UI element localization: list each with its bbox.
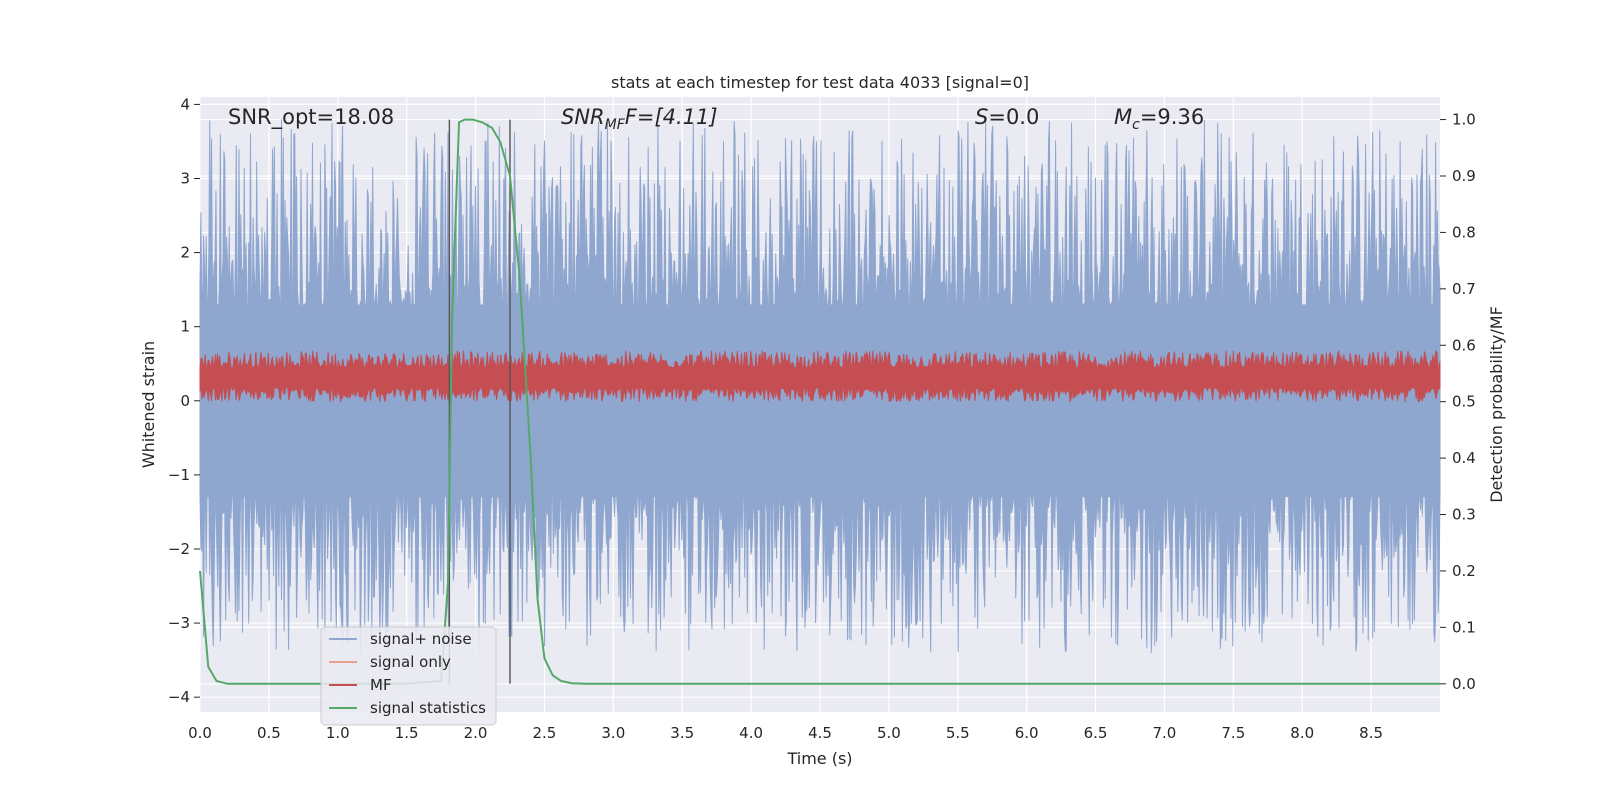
y-tick-label: 0 xyxy=(180,392,190,410)
mc-sub: c xyxy=(1132,117,1140,133)
x-tick-label: 3.0 xyxy=(601,724,625,742)
y2-tick-label: 0.2 xyxy=(1452,562,1476,580)
y2-tick-label: 0.1 xyxy=(1452,618,1476,636)
y2-tick-label: 0.5 xyxy=(1452,393,1476,411)
annotation-s: S=0.0 xyxy=(975,105,1039,129)
x-tick-label: 6.5 xyxy=(1084,724,1108,742)
legend-label: MF xyxy=(370,676,392,694)
y2-tick-label: 0.3 xyxy=(1452,506,1476,524)
s-value: =0.0 xyxy=(988,105,1039,129)
y2-tick-label: 0.8 xyxy=(1452,223,1476,241)
x-tick-label: 2.5 xyxy=(533,724,557,742)
signal-noise-core xyxy=(200,304,1440,498)
y-axis-label: Whitened strain xyxy=(139,341,158,468)
x-tick-label: 5.5 xyxy=(946,724,970,742)
y2-tick-label: 1.0 xyxy=(1452,111,1476,129)
y-tick-label: −3 xyxy=(168,614,190,632)
mc-main: M xyxy=(1114,105,1132,129)
y-tick-label: 2 xyxy=(180,244,190,262)
annotation-snr-mf: SNRMFF=[4.11] xyxy=(561,105,718,133)
x-tick-label: 2.0 xyxy=(464,724,488,742)
legend-label: signal statistics xyxy=(370,699,486,717)
y-tick-label: 3 xyxy=(180,170,190,188)
annotation-snr-opt: SNR_opt=18.08 xyxy=(228,105,394,130)
signal-statistics-series xyxy=(199,118,1440,685)
snr-mf-main: SNR xyxy=(561,105,605,129)
chart-title: stats at each timestep for test data 403… xyxy=(611,73,1029,92)
legend-label: signal+ noise xyxy=(370,630,472,648)
x-tick-label: 8.0 xyxy=(1290,724,1314,742)
y2-ticks: 1.0 0.9 0.8 0.7 0.6 0.5 0.4 0.3 0.2 0.1 0.0 xyxy=(1440,111,1476,693)
x-tick-label: 4.0 xyxy=(739,724,763,742)
s-main: S xyxy=(975,105,988,129)
snr-mf-sub: MF xyxy=(605,117,626,133)
mc-value: =9.36 xyxy=(1140,105,1204,129)
annotation-mc: Mc=9.36 xyxy=(1114,105,1204,133)
x-tick-label: 7.5 xyxy=(1221,724,1245,742)
y2-tick-label: 0.0 xyxy=(1452,675,1476,693)
y-tick-label: −4 xyxy=(168,688,190,706)
y2-tick-label: 0.7 xyxy=(1452,280,1476,298)
x-tick-label: 7.0 xyxy=(1153,724,1177,742)
y2-tick-label: 0.6 xyxy=(1452,336,1476,354)
x-tick-label: 0.5 xyxy=(257,724,281,742)
snr-mf-value: F=[4.11] xyxy=(625,105,718,129)
x-tick-label: 3.5 xyxy=(670,724,694,742)
x-tick-label: 1.0 xyxy=(326,724,350,742)
legend-box xyxy=(320,626,497,726)
y-tick-label: 4 xyxy=(180,95,190,113)
x-tick-label: 1.5 xyxy=(395,724,419,742)
x-tick-label: 0.0 xyxy=(188,724,212,742)
y-tick-label: −2 xyxy=(168,540,190,558)
legend: signal+ noise signal only MF signal statist… xyxy=(320,626,497,726)
signal-statistics-line xyxy=(199,118,1440,685)
y-tick-label: 1 xyxy=(180,318,190,336)
x-axis-label: Time (s) xyxy=(786,749,852,768)
y-tick-label: −1 xyxy=(168,466,190,484)
x-tick-label: 8.5 xyxy=(1359,724,1383,742)
x-tick-label: 5.0 xyxy=(877,724,901,742)
y2-axis-label: Detection probability/MF xyxy=(1487,306,1506,503)
y2-tick-label: 0.9 xyxy=(1452,167,1476,185)
vertical-markers xyxy=(448,119,511,684)
y-ticks: 4 3 2 1 0 −1 −2 −3 −4 xyxy=(168,95,200,706)
y2-tick-label: 0.4 xyxy=(1452,449,1476,467)
x-tick-label: 4.5 xyxy=(808,724,832,742)
x-tick-label: 6.0 xyxy=(1015,724,1039,742)
legend-label: signal only xyxy=(370,653,451,671)
x-ticks: 0.0 0.5 1.0 1.5 2.0 2.5 3.0 3.5 4.0 4.5 5.0 5.5 6.0 6… xyxy=(188,724,1383,742)
